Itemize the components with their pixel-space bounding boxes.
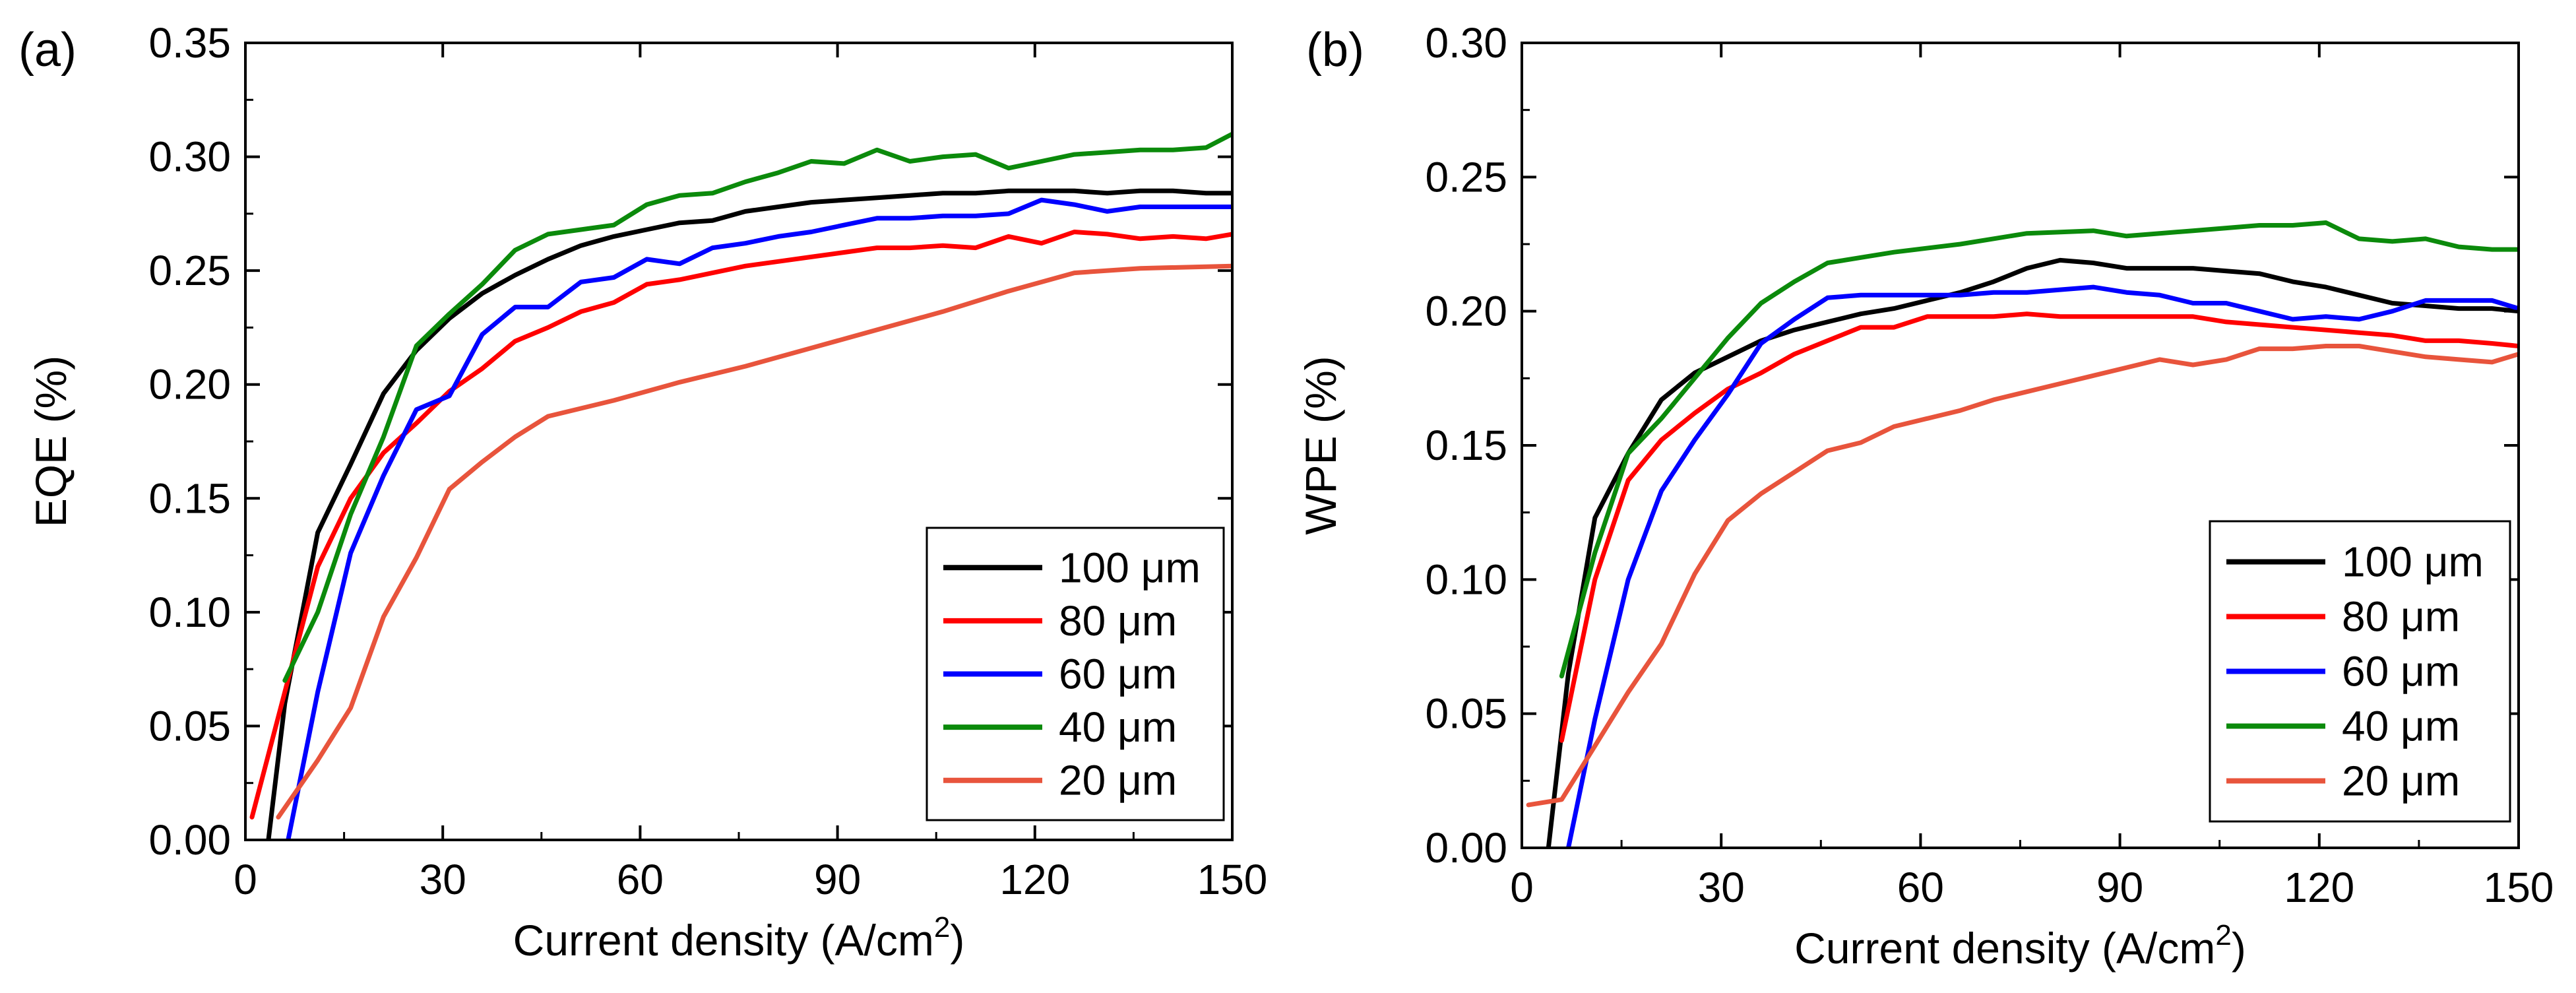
x-axis-title: Current density (A/cm2): [1794, 919, 2246, 973]
chart-panel-2: 0 30 60 90 120 150 0.00 0.05 0.10 0.15 0.20 0.25 0.3…: [1296, 19, 2554, 973]
x-axis-title: Current density (A/cm2): [513, 911, 965, 965]
x-tick-label: 120: [999, 856, 1070, 903]
legend-label: 20 μm: [1059, 757, 1177, 804]
legend-label: 80 μm: [2342, 593, 2460, 641]
y-tick-label: 0.15: [148, 474, 231, 522]
y-tick-label: 0.15: [1425, 422, 1507, 469]
x-tick-label: 30: [1698, 864, 1745, 911]
legend: 100 μm 80 μm 60 μm 40 μm 20 μm: [2209, 520, 2511, 823]
legend-label: 80 μm: [1059, 597, 1177, 645]
x-tick-label: 30: [420, 856, 466, 903]
panel-label: (b): [1306, 24, 1364, 77]
y-tick-label: 0.20: [148, 361, 231, 408]
y-tick-label: 0.05: [1425, 690, 1507, 738]
x-tick-label: 90: [814, 856, 861, 903]
series-line-80m: [1559, 311, 2519, 743]
series-line-40m: [1559, 220, 2519, 679]
y-tick-label: 0.25: [1425, 153, 1507, 201]
y-tick-label: 0.00: [148, 816, 231, 864]
y-tick-label: 0.10: [148, 589, 231, 636]
legend-label: 60 μm: [2342, 648, 2460, 695]
x-tick-label: 60: [1897, 864, 1944, 911]
y-tick-label: 0.35: [148, 19, 231, 67]
series-line-20m: [276, 263, 1232, 819]
x-tick-label: 90: [2096, 864, 2143, 911]
series-line-80m: [249, 230, 1232, 819]
y-axis-title: EQE (%): [26, 356, 75, 527]
x-tick-label: 150: [1197, 856, 1268, 903]
legend-label: 60 μm: [1059, 651, 1177, 698]
panel-label: (a): [18, 24, 77, 77]
y-axis-title: WPE (%): [1296, 356, 1345, 534]
legend-label: 40 μm: [1059, 703, 1177, 751]
y-tick-label: 0.10: [1425, 556, 1507, 603]
legend-label: 100 μm: [2342, 538, 2484, 586]
series-line-60m: [1566, 284, 2519, 848]
x-tick-label: 120: [2284, 864, 2354, 911]
legend: 100 μm 80 μm 60 μm 40 μm 20 μm: [926, 527, 1225, 821]
legend-label: 40 μm: [2342, 703, 2460, 750]
x-tick-label: 0: [1510, 864, 1534, 911]
series-line-20m: [1526, 344, 2519, 808]
x-tick-label: 60: [617, 856, 664, 903]
y-tick-label: 0.30: [1425, 19, 1507, 67]
series-line-40m: [282, 131, 1232, 683]
y-tick-label: 0.05: [148, 702, 231, 750]
series-line-100m: [1546, 257, 2519, 848]
x-tick-label: 0: [234, 856, 257, 903]
y-tick-label: 0.25: [148, 247, 231, 294]
y-tick-label: 0.30: [148, 133, 231, 181]
legend-label: 100 μm: [1059, 544, 1201, 591]
series-line-60m: [286, 197, 1232, 840]
series-group: [249, 131, 1232, 840]
legend-label: 20 μm: [2342, 757, 2460, 805]
y-tick-label: 0.20: [1425, 288, 1507, 335]
chart-panel-1: 0 30 60 90 120 150 0.00 0.05 0.10 0.15 0.20 0.25 0.3…: [18, 19, 1267, 965]
x-tick-label: 150: [2484, 864, 2554, 911]
y-tick-label: 0.00: [1425, 824, 1507, 872]
series-group: [1526, 220, 2519, 848]
